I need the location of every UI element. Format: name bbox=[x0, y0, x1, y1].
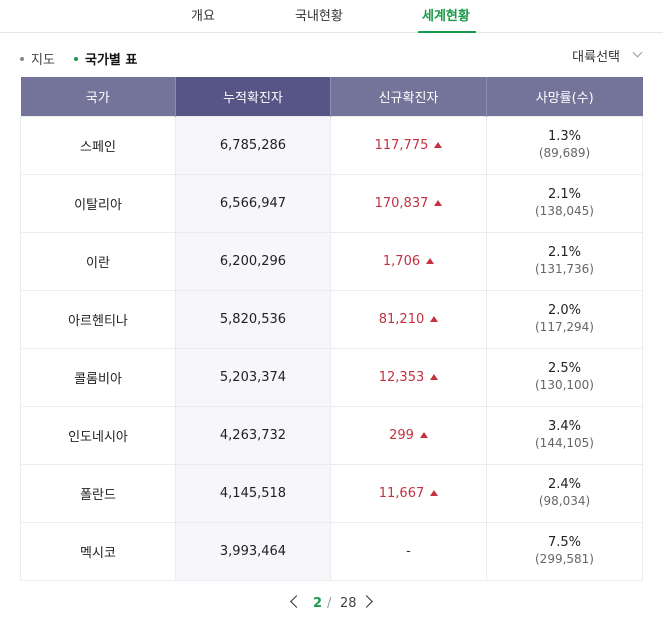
new-cases: 11,667 bbox=[330, 464, 487, 523]
death-rate-cell: 2.1% (138,045) bbox=[486, 174, 643, 233]
continent-select[interactable]: 대륙선택 bbox=[572, 46, 643, 65]
new-cases: 12,353 bbox=[330, 348, 487, 407]
table-header-row: 국가 누적확진자 신규확진자 사망률(수) bbox=[20, 77, 643, 116]
death-rate: 2.1% bbox=[547, 245, 582, 260]
chevron-down-icon bbox=[632, 47, 643, 58]
death-count: (138,045) bbox=[535, 204, 594, 218]
table-row: 폴란드 4,145,518 11,667 2.4% (98,034) bbox=[20, 464, 643, 523]
death-rate: 2.1% bbox=[547, 187, 582, 202]
country-name: 멕시코 bbox=[20, 522, 176, 581]
death-rate: 2.4% bbox=[547, 477, 582, 492]
country-name: 이란 bbox=[20, 232, 176, 291]
death-count: (144,105) bbox=[535, 436, 594, 450]
increase-arrow-icon bbox=[419, 431, 428, 438]
death-count: (299,581) bbox=[535, 552, 594, 566]
subnav-country-table[interactable]: 국가별 표 bbox=[74, 49, 137, 68]
table-row: 스페인 6,785,286 117,775 1.3% (89,689) bbox=[20, 115, 643, 175]
new-cases-value: 12,353 bbox=[378, 369, 425, 385]
pagination: 2 / 28 bbox=[0, 594, 663, 614]
current-page: 2 bbox=[313, 596, 323, 611]
death-rate-cell: 2.1% (131,736) bbox=[486, 232, 643, 291]
cumulative-cases: 3,993,464 bbox=[175, 522, 331, 581]
sub-navigation: 지도 국가별 표 대륙선택 bbox=[0, 40, 663, 70]
country-name: 이탈리아 bbox=[20, 174, 176, 233]
death-rate: 2.5% bbox=[547, 361, 582, 376]
new-cases-value: 170,837 bbox=[374, 195, 429, 211]
table-row: 이란 6,200,296 1,706 2.1% (131,736) bbox=[20, 232, 643, 291]
total-pages: 28 bbox=[340, 596, 357, 611]
new-cases: 117,775 bbox=[330, 115, 487, 175]
death-rate-cell: 2.5% (130,100) bbox=[486, 348, 643, 407]
death-count: (98,034) bbox=[538, 494, 591, 508]
increase-arrow-icon bbox=[430, 315, 439, 322]
header-new-cases[interactable]: 신규확진자 bbox=[330, 77, 487, 116]
cumulative-cases: 4,263,732 bbox=[175, 406, 331, 465]
tab-domestic[interactable]: 국내현황 bbox=[295, 9, 343, 24]
cumulative-cases: 6,566,947 bbox=[175, 174, 331, 233]
increase-arrow-icon bbox=[434, 141, 443, 148]
cumulative-cases: 4,145,518 bbox=[175, 464, 331, 523]
new-cases: - bbox=[330, 522, 487, 581]
death-rate-cell: 1.3% (89,689) bbox=[486, 115, 643, 175]
table-row: 아르헨티나 5,820,536 81,210 2.0% (117,294) bbox=[20, 290, 643, 349]
chevron-right-icon[interactable] bbox=[360, 595, 373, 608]
country-name: 폴란드 bbox=[20, 464, 176, 523]
page-separator: / bbox=[327, 596, 332, 611]
header-cumulative[interactable]: 누적확진자 bbox=[175, 77, 331, 116]
subnav-table-label: 국가별 표 bbox=[85, 53, 138, 68]
country-name: 스페인 bbox=[20, 115, 176, 175]
header-death-rate[interactable]: 사망률(수) bbox=[486, 77, 643, 116]
country-stats-table: 국가 누적확진자 신규확진자 사망률(수) 스페인 6,785,286 117,77… bbox=[20, 77, 643, 581]
new-cases: 170,837 bbox=[330, 174, 487, 233]
subnav-map-label: 지도 bbox=[31, 53, 55, 68]
top-tabs: 개요 국내현황 세계현황 bbox=[0, 0, 663, 33]
new-cases: 81,210 bbox=[330, 290, 487, 349]
table-row: 멕시코 3,993,464 - 7.5% (299,581) bbox=[20, 522, 643, 581]
new-cases-value: 299 bbox=[389, 427, 414, 443]
death-count: (117,294) bbox=[535, 320, 594, 334]
new-cases-value: 117,775 bbox=[374, 137, 429, 153]
chevron-left-icon[interactable] bbox=[290, 595, 303, 608]
new-cases-value: 11,667 bbox=[378, 485, 425, 501]
table-row: 이탈리아 6,566,947 170,837 2.1% (138,045) bbox=[20, 174, 643, 233]
increase-arrow-icon bbox=[426, 257, 435, 264]
new-cases-value: 81,210 bbox=[378, 311, 425, 327]
death-rate-cell: 7.5% (299,581) bbox=[486, 522, 643, 581]
death-rate-cell: 2.4% (98,034) bbox=[486, 464, 643, 523]
increase-arrow-icon bbox=[430, 489, 439, 496]
death-count: (89,689) bbox=[538, 146, 591, 160]
new-cases-value: 1,706 bbox=[382, 253, 421, 269]
death-rate: 3.4% bbox=[547, 419, 582, 434]
new-cases-value: - bbox=[406, 543, 411, 559]
country-name: 콜롬비아 bbox=[20, 348, 176, 407]
increase-arrow-icon bbox=[434, 199, 443, 206]
header-country: 국가 bbox=[20, 77, 176, 116]
death-rate: 7.5% bbox=[547, 535, 582, 550]
bullet-icon bbox=[20, 56, 24, 61]
continent-select-label: 대륙선택 bbox=[572, 50, 620, 65]
tab-overview[interactable]: 개요 bbox=[191, 9, 215, 24]
table-row: 콜롬비아 5,203,374 12,353 2.5% (130,100) bbox=[20, 348, 643, 407]
cumulative-cases: 5,820,536 bbox=[175, 290, 331, 349]
subnav-map[interactable]: 지도 bbox=[20, 49, 55, 68]
death-rate: 1.3% bbox=[547, 129, 582, 144]
tab-world[interactable]: 세계현황 bbox=[422, 9, 470, 24]
table-row: 인도네시아 4,263,732 299 3.4% (144,105) bbox=[20, 406, 643, 465]
country-name: 아르헨티나 bbox=[20, 290, 176, 349]
bullet-icon bbox=[74, 56, 78, 61]
new-cases: 1,706 bbox=[330, 232, 487, 291]
cumulative-cases: 5,203,374 bbox=[175, 348, 331, 407]
death-rate-cell: 3.4% (144,105) bbox=[486, 406, 643, 465]
death-count: (131,736) bbox=[535, 262, 594, 276]
country-name: 인도네시아 bbox=[20, 406, 176, 465]
death-rate: 2.0% bbox=[547, 303, 582, 318]
death-count: (130,100) bbox=[535, 378, 594, 392]
new-cases: 299 bbox=[330, 406, 487, 465]
increase-arrow-icon bbox=[430, 373, 439, 380]
cumulative-cases: 6,200,296 bbox=[175, 232, 331, 291]
death-rate-cell: 2.0% (117,294) bbox=[486, 290, 643, 349]
active-tab-underline bbox=[418, 31, 476, 33]
cumulative-cases: 6,785,286 bbox=[175, 115, 331, 175]
